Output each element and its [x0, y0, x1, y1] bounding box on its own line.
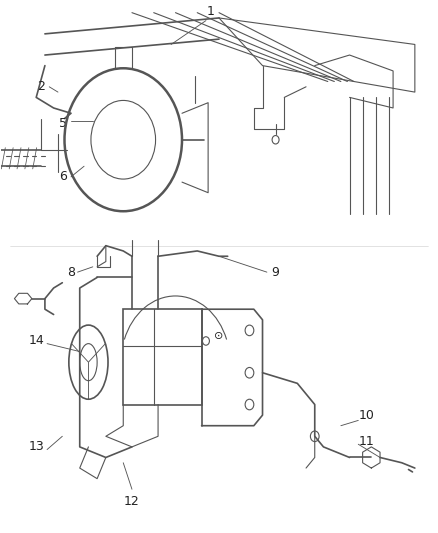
Text: ⊙: ⊙	[214, 330, 224, 341]
Text: 9: 9	[271, 265, 279, 279]
Text: 13: 13	[29, 440, 45, 454]
Text: 2: 2	[37, 80, 45, 93]
Text: 14: 14	[29, 335, 45, 348]
Text: 8: 8	[67, 265, 75, 279]
Text: 5: 5	[59, 117, 67, 131]
Text: 6: 6	[59, 171, 67, 183]
Text: 10: 10	[358, 409, 374, 422]
Text: 11: 11	[358, 435, 374, 448]
Text: 12: 12	[124, 495, 140, 507]
Text: 1: 1	[206, 5, 214, 18]
